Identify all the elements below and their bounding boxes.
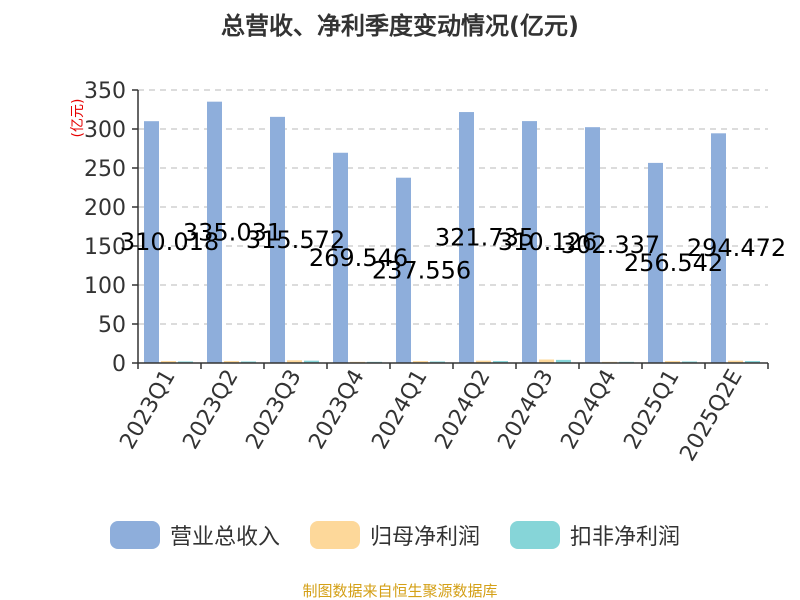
bar: [711, 133, 726, 363]
data-label: 321.735: [435, 224, 534, 252]
x-tick-label: 2023Q3: [241, 366, 306, 454]
x-tick-label: 2024Q1: [367, 366, 432, 454]
x-tick-label: 2023Q4: [304, 366, 369, 454]
legend-swatch: [310, 521, 360, 549]
y-tick-label: 250: [84, 157, 126, 182]
x-tick-label: 2025Q2E: [675, 366, 747, 466]
bar: [522, 121, 537, 364]
y-tick-label: 300: [84, 118, 126, 143]
bar: [241, 361, 256, 363]
data-label: 237.556: [372, 256, 471, 284]
data-label: 302.337: [561, 231, 660, 259]
source-note: 制图数据来自恒生聚源数据库: [302, 582, 497, 600]
data-label: 335.031: [183, 218, 282, 246]
bar: [430, 361, 445, 363]
bar: [333, 152, 348, 363]
legend-label: 扣非净利润: [570, 525, 680, 550]
chart-title: 总营收、净利季度变动情况(亿元): [221, 12, 579, 40]
bar: [728, 360, 743, 363]
data-label: 294.472: [687, 234, 786, 262]
y-tick-label: 0: [112, 352, 126, 377]
bars: [144, 101, 760, 364]
bar: [270, 116, 285, 363]
bar: [648, 162, 663, 363]
legend: 营业总收入 归母净利润 扣非净利润: [110, 521, 680, 550]
legend-swatch: [510, 521, 560, 549]
gridlines: [138, 89, 768, 325]
bar: [493, 361, 508, 363]
x-axis-ticks: 2023Q12023Q22023Q32023Q42024Q12024Q22024…: [115, 363, 769, 466]
y-axis-label: (亿元): [70, 99, 86, 138]
bar: [682, 361, 697, 363]
x-tick-label: 2024Q3: [493, 366, 558, 454]
x-tick-label: 2023Q2: [178, 366, 243, 454]
legend-label: 营业总收入: [170, 525, 280, 550]
x-tick-label: 2024Q4: [556, 366, 621, 454]
legend-label: 归母净利润: [370, 525, 480, 550]
bar: [665, 361, 680, 363]
bar: [287, 360, 302, 363]
data-label: 310.126: [498, 228, 597, 256]
bar: [413, 361, 428, 363]
y-tick-label: 200: [84, 196, 126, 221]
data-label: 315.572: [246, 226, 345, 254]
bar: [585, 127, 600, 363]
bar: [207, 101, 222, 364]
data-label: 310.018: [120, 228, 219, 256]
data-label: 256.542: [624, 249, 723, 277]
bar: [144, 121, 159, 363]
bar: [745, 361, 760, 363]
y-tick-label: 50: [98, 313, 126, 338]
y-axis-ticks: 0 50 100 150 200 250 300 350: [84, 79, 138, 377]
bar: [161, 361, 176, 363]
x-tick-label: 2024Q2: [430, 366, 495, 454]
legend-swatch: [110, 521, 160, 549]
bar: [224, 361, 239, 363]
bar: [178, 361, 193, 363]
y-tick-label: 100: [84, 274, 126, 299]
bar: [556, 359, 571, 363]
y-tick-label: 350: [84, 79, 126, 104]
data-label: 269.546: [309, 244, 408, 272]
x-tick-label: 2023Q1: [115, 366, 180, 454]
bar: [459, 112, 474, 364]
bar: [539, 359, 554, 363]
y-tick-label: 150: [84, 235, 126, 260]
bar: [476, 360, 491, 363]
bar: [304, 360, 319, 363]
bar: [396, 177, 411, 363]
x-tick-label: 2025Q1: [619, 366, 684, 454]
